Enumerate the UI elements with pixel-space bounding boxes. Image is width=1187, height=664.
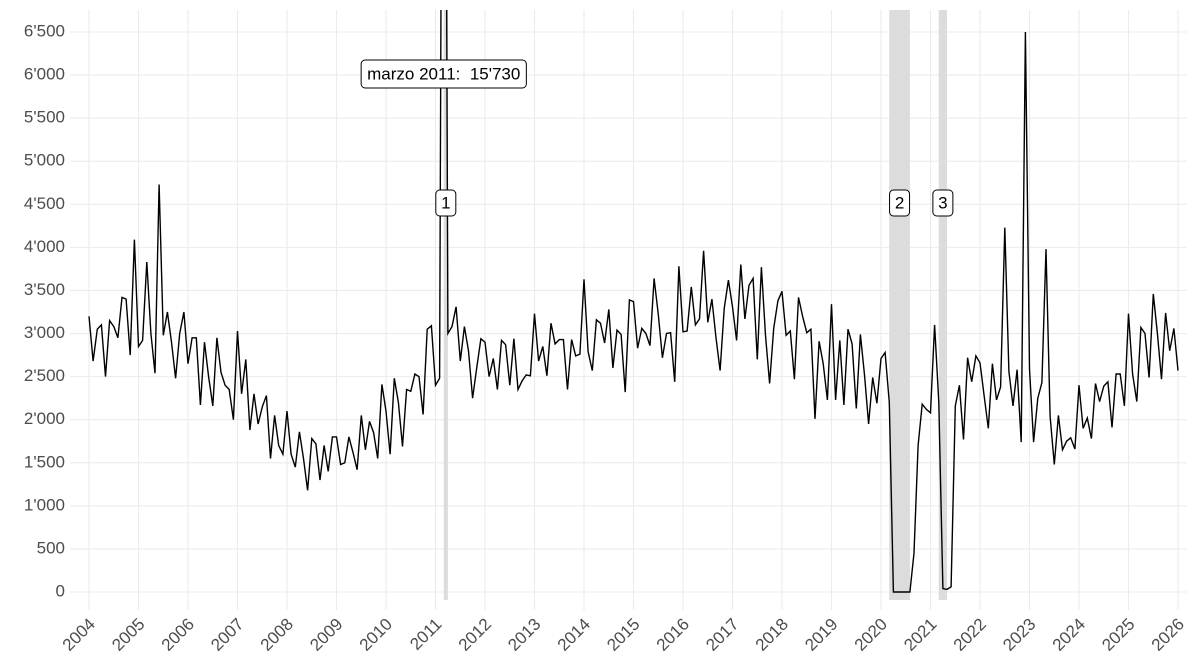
x-tick-label: 2025 — [1098, 615, 1138, 655]
y-tick-label: 6'500 — [24, 21, 65, 40]
y-tick-label: 5'500 — [24, 108, 65, 127]
x-tick-label: 2020 — [851, 615, 891, 655]
shaded-period — [443, 10, 448, 600]
x-tick-label: 2022 — [950, 615, 990, 655]
period-label: 1 — [441, 193, 450, 212]
period-label-box — [435, 189, 457, 217]
period-label-box — [932, 189, 954, 217]
x-tick-label: 2008 — [257, 615, 297, 655]
x-tick-label: 2017 — [702, 615, 742, 655]
shaded-period — [889, 10, 910, 600]
x-tick-label: 2016 — [653, 615, 693, 655]
y-tick-label: 3'000 — [24, 323, 65, 342]
x-tick-label: 2026 — [1148, 615, 1187, 655]
y-tick-label: 1'000 — [24, 495, 65, 514]
x-tick-label: 2019 — [801, 615, 841, 655]
x-tick-label: 2024 — [1049, 615, 1089, 655]
period-label: 2 — [895, 193, 904, 212]
y-tick-label: 6'000 — [24, 65, 65, 84]
x-tick-label: 2005 — [108, 615, 148, 655]
y-tick-label: 1'500 — [24, 452, 65, 471]
y-tick-label: 5'000 — [24, 151, 65, 170]
x-tick-label: 2011 — [406, 615, 445, 654]
y-tick-label: 2'500 — [24, 366, 65, 385]
x-tick-label: 2004 — [59, 615, 99, 655]
x-tick-label: 2012 — [455, 615, 495, 655]
x-tick-label: 2009 — [306, 615, 346, 655]
shaded-period — [938, 10, 947, 600]
x-tick-label: 2013 — [504, 615, 544, 655]
x-tick-label: 2010 — [356, 615, 396, 655]
x-tick-label: 2018 — [752, 615, 792, 655]
y-tick-label: 0 — [56, 581, 65, 600]
y-tick-label: 500 — [37, 538, 65, 557]
x-tick-label: 2007 — [207, 615, 247, 655]
period-label: 3 — [938, 193, 947, 212]
y-tick-label: 2'000 — [24, 409, 65, 428]
y-tick-label: 4'500 — [24, 194, 65, 213]
data-line — [88, 10, 1179, 593]
period-label-box — [889, 189, 911, 217]
x-tick-label: 2021 — [900, 615, 940, 655]
annotation: marzo 2011: 15'730 — [367, 64, 520, 83]
x-tick-label: 2023 — [999, 615, 1039, 655]
x-tick-label: 2014 — [554, 615, 594, 655]
y-tick-label: 4'000 — [24, 237, 65, 256]
y-tick-label: 3'500 — [24, 280, 65, 299]
annotation-box — [360, 59, 527, 89]
x-tick-label: 2006 — [158, 615, 198, 655]
x-tick-label: 2015 — [603, 615, 643, 655]
